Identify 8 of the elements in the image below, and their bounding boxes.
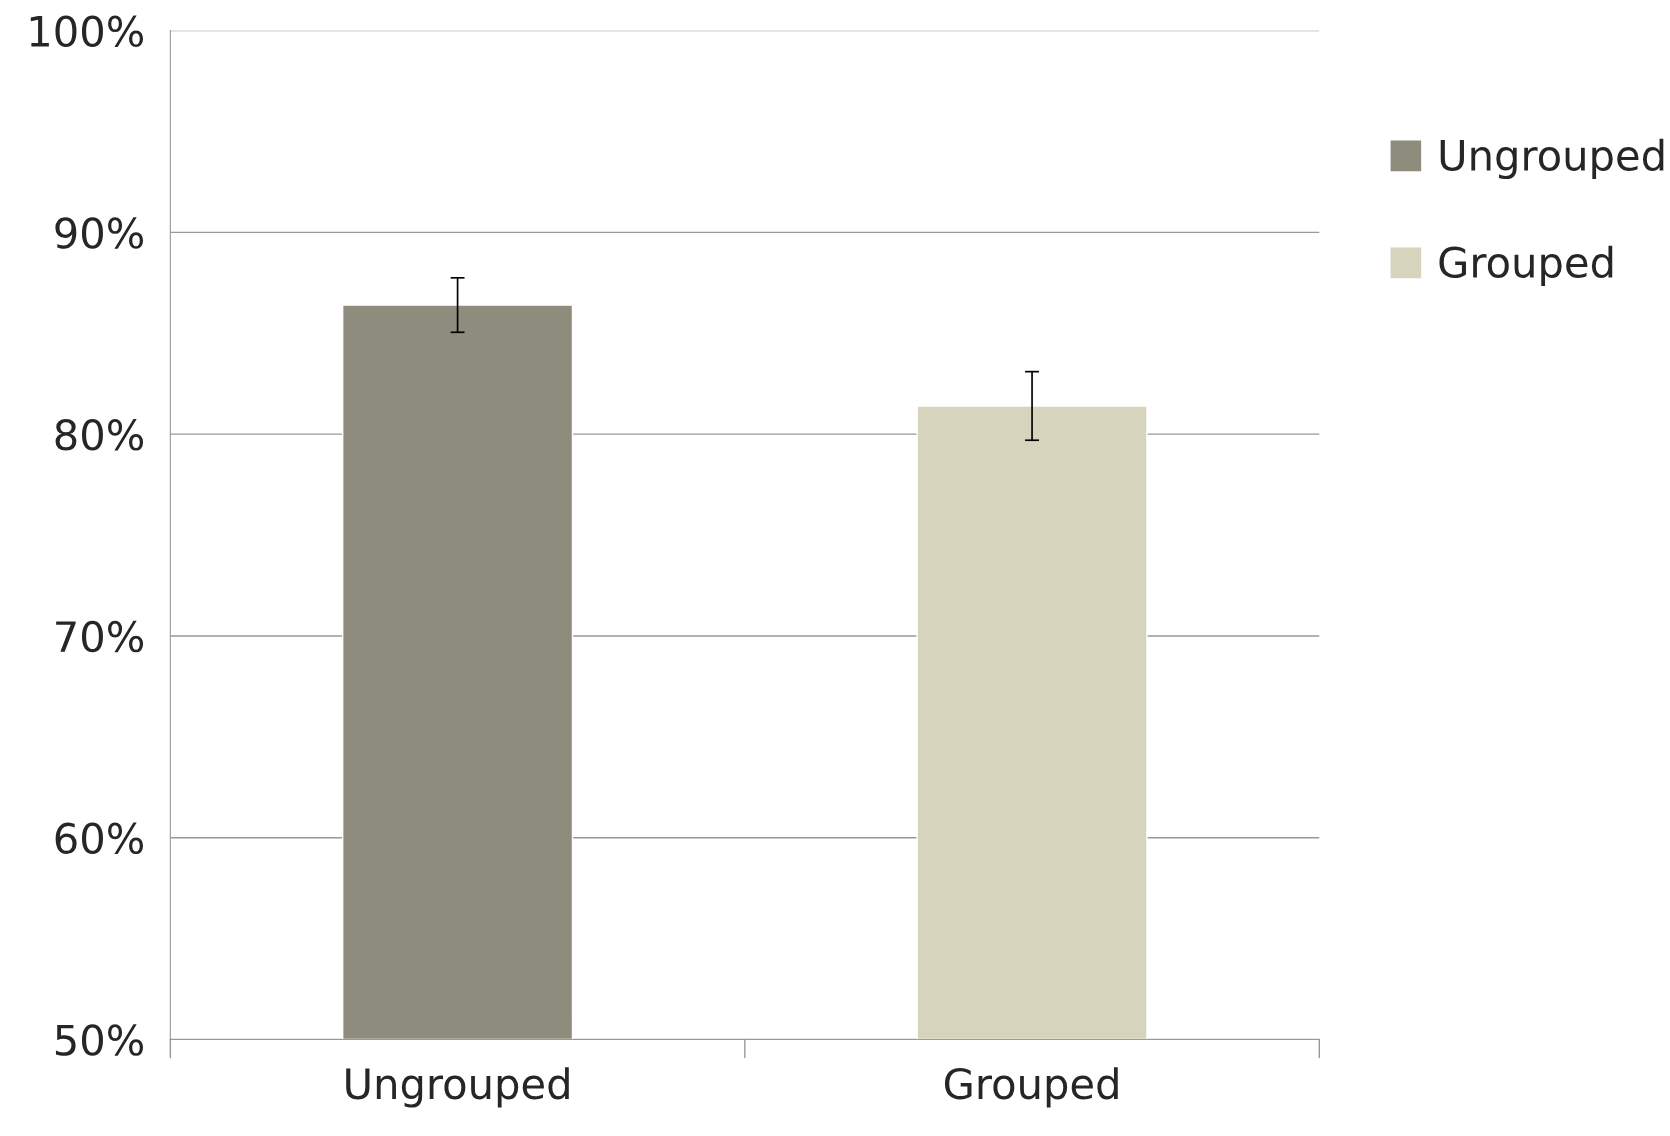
y-tick-label: 80%	[55, 419, 144, 451]
y-tick-label: 60%	[55, 822, 144, 855]
y-tick-label: 50%	[55, 1024, 144, 1056]
legend-label: Ungrouped	[1440, 138, 1664, 180]
y-tick-label: 70%	[56, 620, 144, 653]
y-tick-label: 90%	[55, 217, 144, 249]
legend-label: Grouped	[1439, 245, 1613, 287]
y-tick-label: 100%	[30, 15, 144, 48]
